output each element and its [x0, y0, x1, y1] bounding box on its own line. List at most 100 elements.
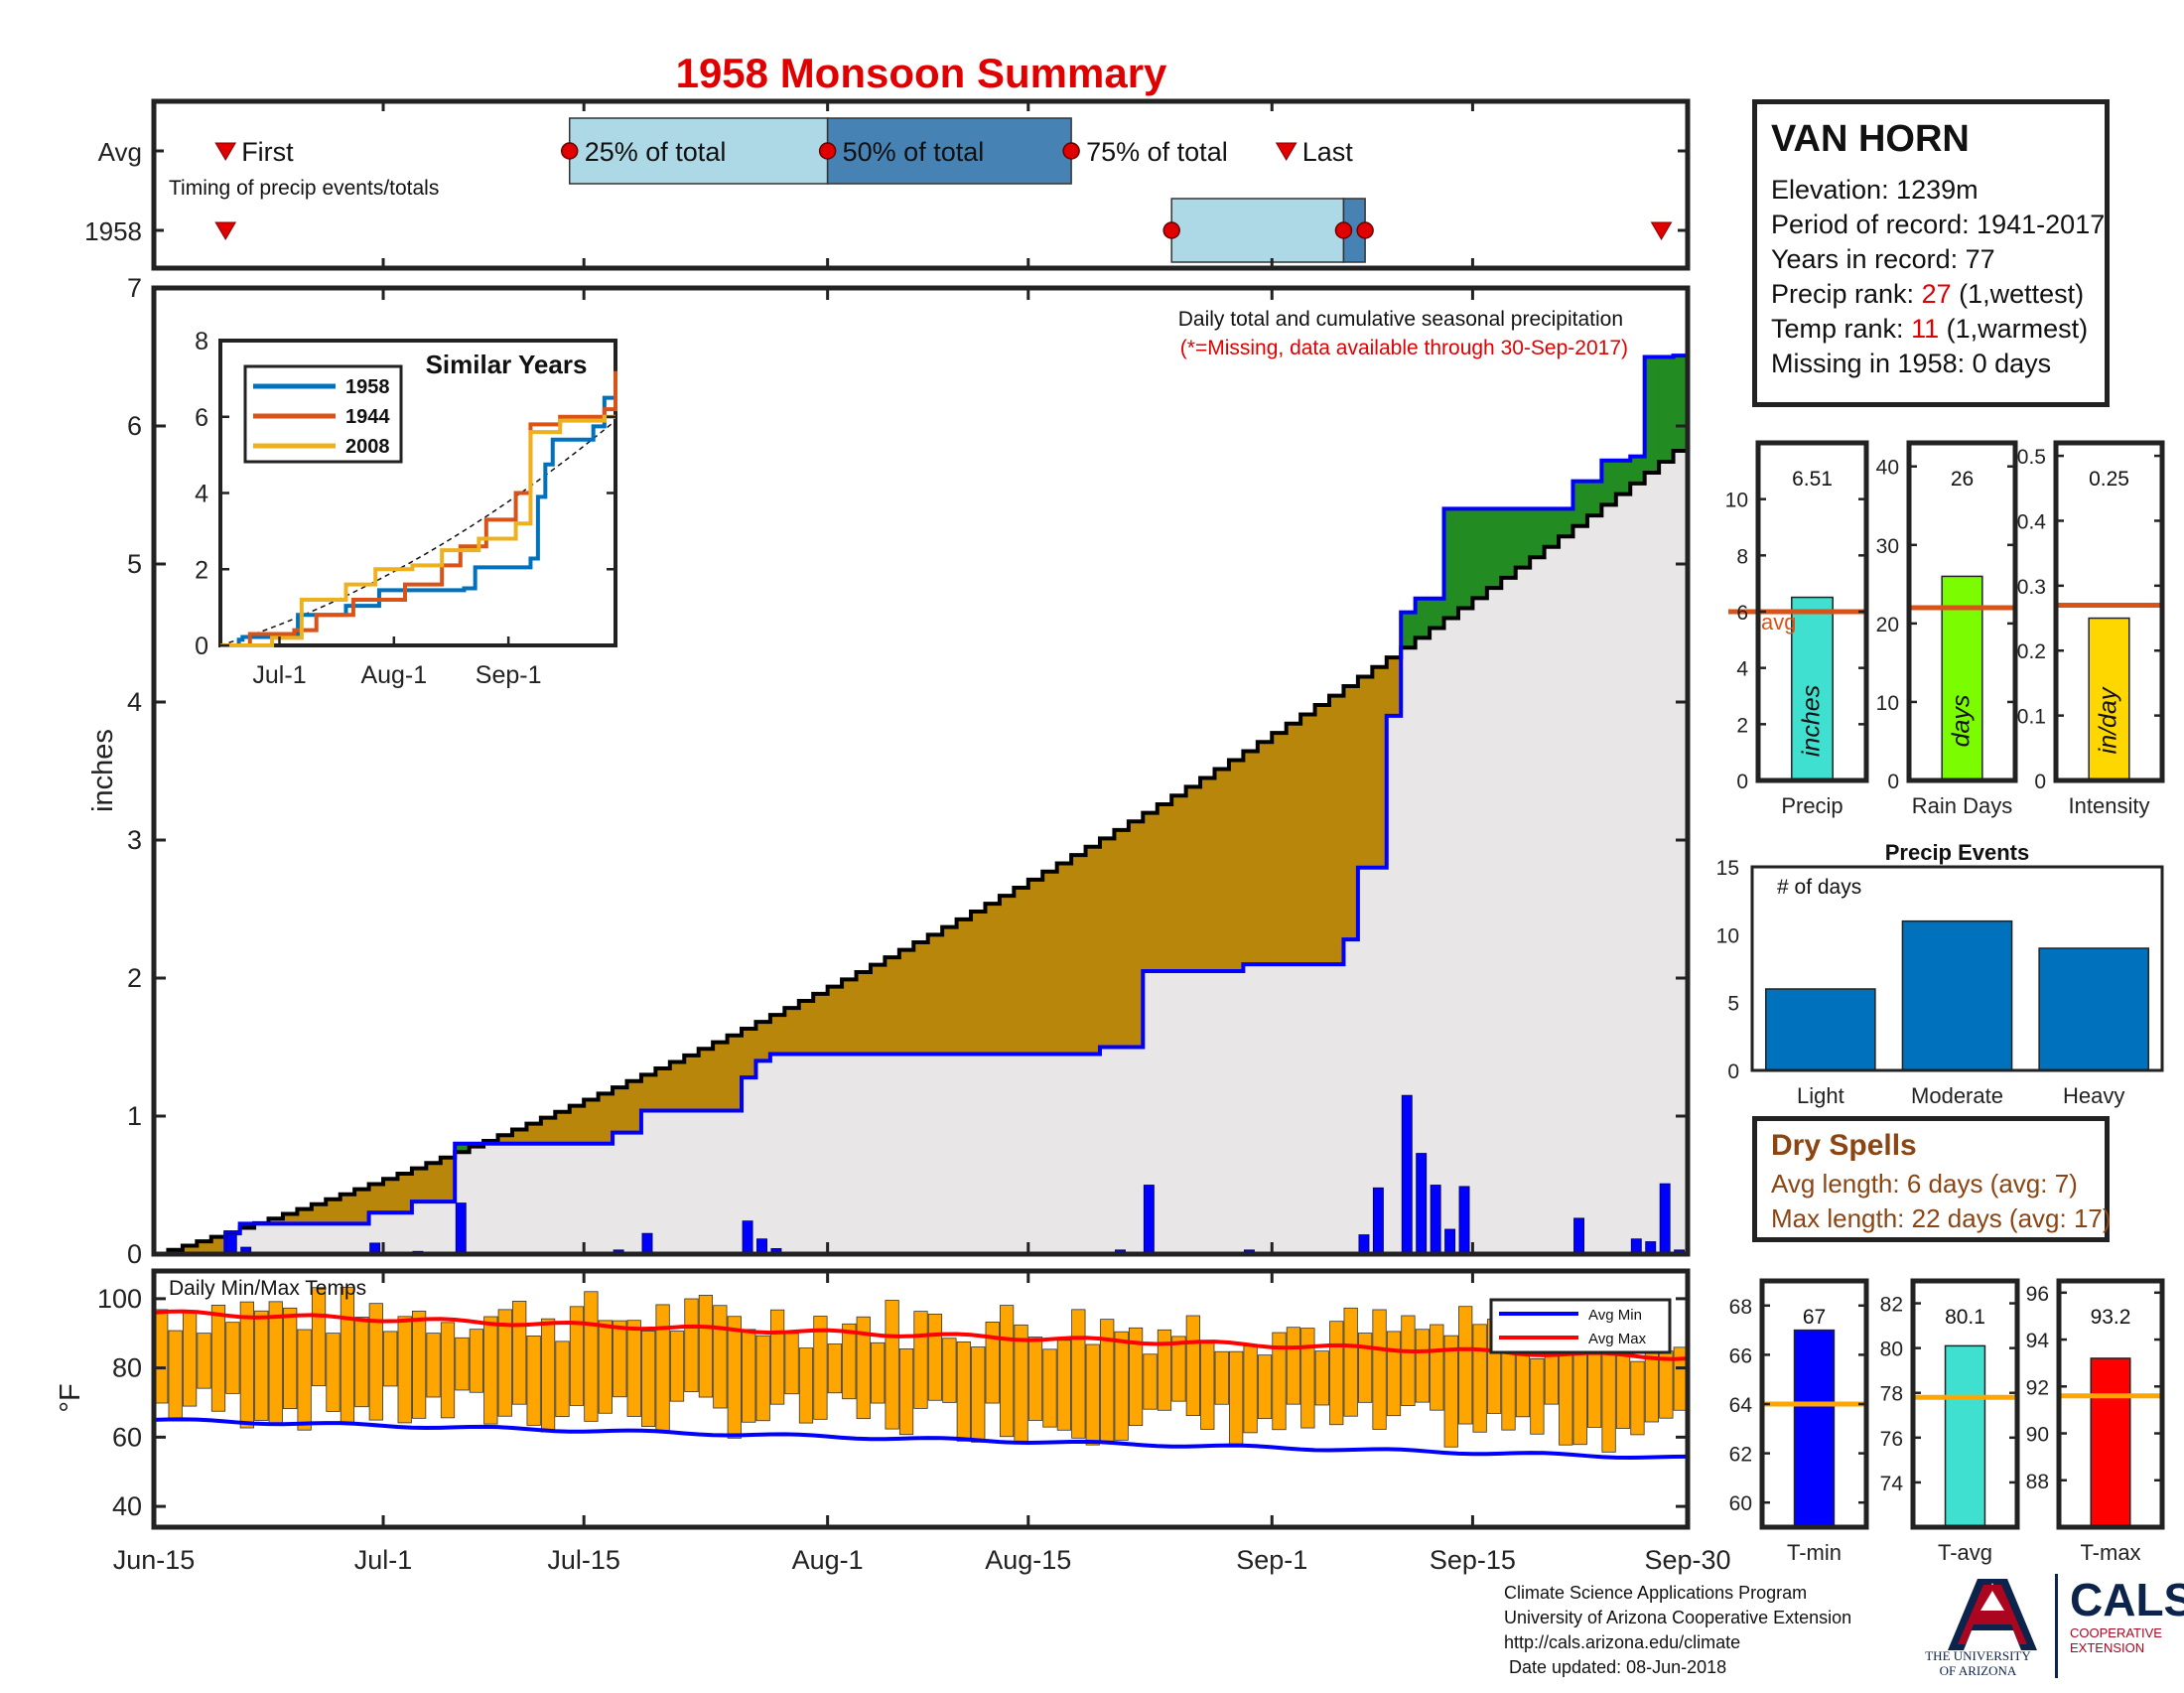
event-bar — [1901, 919, 2013, 1071]
deficit-area — [526, 1123, 542, 1144]
temp-summary-bars: 60 62 64 66 68 67 T-min 74 76 78 80 82 80.1 T-avg 88 90… — [1729, 1278, 2165, 1565]
deficit-area — [1071, 855, 1087, 1055]
precip-rank-prefix: Precip rank: — [1771, 279, 1922, 309]
daily-precip-bar — [641, 1232, 653, 1255]
daily-precip-bar — [1143, 1185, 1155, 1255]
daily-precip-bar — [225, 1232, 237, 1255]
daily-temp-bar — [1314, 1350, 1329, 1406]
daily-temp-bar — [354, 1317, 369, 1408]
daily-temp-bar — [254, 1310, 269, 1421]
first-marker — [214, 142, 237, 161]
surplus-area — [1544, 508, 1560, 547]
deficit-area — [426, 1163, 442, 1202]
daily-temp-bar — [1472, 1324, 1487, 1433]
temp-legend — [1489, 1298, 1672, 1354]
inset-y-tick-label: 6 — [195, 404, 208, 432]
daily-temp-bar — [1601, 1344, 1616, 1453]
marker-label: Last — [1302, 137, 1354, 167]
credits-line: University of Arizona Cooperative Extens… — [1504, 1608, 1852, 1627]
daily-temp-bar — [784, 1333, 799, 1395]
deficit-area — [282, 1213, 298, 1224]
deficit-area — [640, 1074, 656, 1111]
deficit-area — [898, 949, 914, 1055]
avg-cumulative-area — [154, 439, 1688, 1254]
value-label: 26 — [1951, 468, 1974, 491]
y-tick-label: 80 — [1880, 1339, 1903, 1361]
daily-temp-bar — [283, 1307, 298, 1410]
surplus-area — [1615, 460, 1631, 494]
deficit-area — [1300, 714, 1316, 965]
deficit-area — [727, 1035, 743, 1111]
y-tick-label: 76 — [1880, 1428, 1903, 1451]
events-frame — [1750, 865, 2164, 1072]
surplus-area — [1630, 456, 1646, 484]
small-chart-frame — [2053, 440, 2165, 783]
deficit-area — [1329, 695, 1345, 965]
deficit-area — [1386, 657, 1402, 716]
daily-temp-bar — [1458, 1306, 1473, 1425]
deficit-area — [1372, 666, 1388, 868]
daily-temp-bar — [1128, 1327, 1144, 1427]
deficit-area — [1128, 821, 1144, 1048]
deficit-area — [669, 1061, 685, 1111]
y-tick-label: 0.5 — [2017, 446, 2046, 469]
daily-temp-bar — [641, 1330, 656, 1427]
ua-logo-text: THE UNIVERSITY — [1925, 1648, 2031, 1663]
daily-temp-bar — [512, 1301, 527, 1405]
p50-marker — [1334, 221, 1353, 239]
credits-line: Climate Science Applications Program — [1504, 1583, 1808, 1603]
chart-subtitle: Daily total and cumulative seasonal prec… — [1178, 308, 1623, 331]
x-axis-label: T-min — [1787, 1540, 1842, 1565]
inset-y-tick-label: 8 — [195, 328, 208, 355]
y-tick-label: 15 — [1716, 857, 1739, 880]
deficit-area — [1042, 871, 1058, 1055]
daily-temp-bar — [1243, 1345, 1258, 1434]
daily-temp-bar — [197, 1333, 211, 1389]
deficit-area — [1143, 812, 1159, 972]
row-label: Avg — [98, 137, 142, 167]
daily-temp-bar — [613, 1320, 627, 1398]
deficit-area — [1085, 846, 1101, 1055]
daily-temp-bar — [1042, 1348, 1057, 1428]
summary-bar-charts: 0 2 4 6 8 10 6.51 inches Precip avg 0 10 20 30 40 26 day… — [1725, 440, 2165, 818]
y-tick-label: 80 — [112, 1353, 142, 1383]
similar-year-line — [220, 414, 615, 647]
y-tick-label: 7 — [127, 273, 142, 303]
deficit-area — [1200, 777, 1216, 972]
deficit-area — [1185, 786, 1201, 972]
marker-label: 75% of total — [1086, 137, 1228, 167]
deficit-area — [742, 1028, 757, 1078]
daily-precip-bar — [1659, 1183, 1671, 1255]
y-tick-label: 5 — [1727, 993, 1739, 1016]
daily-temp-bar — [326, 1333, 341, 1412]
dry-spells-avg: Avg length: 6 days (avg: 7) — [1771, 1169, 2078, 1199]
marker-label: First — [241, 137, 294, 167]
daily-precip-bar — [1573, 1217, 1584, 1255]
daily-temp-bar — [1171, 1336, 1186, 1402]
surplus-area — [1586, 481, 1602, 516]
deficit-area — [497, 1135, 513, 1144]
daily-temp-bar — [412, 1311, 427, 1419]
value-label: 80.1 — [1945, 1306, 1985, 1329]
deficit-area — [540, 1117, 556, 1144]
credits-link[interactable]: http://cals.arizona.edu/climate — [1504, 1632, 1741, 1652]
small-chart-frame — [1906, 440, 2018, 783]
daily-temp-bar — [584, 1291, 599, 1422]
daily-temp-bar — [713, 1305, 728, 1409]
temp-subtitle: Daily Min/Max Temps — [169, 1277, 366, 1300]
inset-y-tick-label: 2 — [195, 556, 208, 584]
daily-temp-bar — [440, 1322, 456, 1419]
surplus-area — [1430, 598, 1445, 629]
category-label: Heavy — [2063, 1083, 2124, 1108]
temp-y-axis-label: °F — [55, 1383, 86, 1412]
deficit-area — [569, 1105, 585, 1144]
ua-a-inner — [1958, 1585, 2027, 1644]
deficit-area — [311, 1203, 327, 1224]
deficit-area — [182, 1245, 198, 1254]
cals-logo: CALS COOPERATIVE EXTENSION — [2055, 1574, 2184, 1678]
y-tick-label: 0 — [1727, 1060, 1739, 1083]
event-bar — [2038, 947, 2149, 1071]
y-tick-label: 1 — [127, 1101, 142, 1131]
deficit-area — [268, 1218, 284, 1224]
y-tick-label: 6 — [127, 411, 142, 441]
